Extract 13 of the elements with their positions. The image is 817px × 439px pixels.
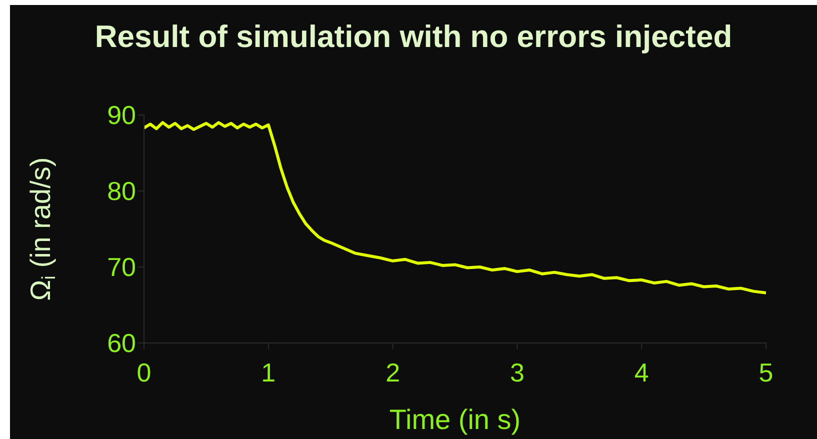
line-series <box>144 121 766 294</box>
y-tick-label: 60 <box>107 328 136 358</box>
x-tick-label: 3 <box>510 357 524 388</box>
x-tick-label: 5 <box>758 357 774 388</box>
x-tick-label: 4 <box>634 357 649 388</box>
chart-title: Result of simulation with no errors injected <box>94 19 734 55</box>
x-tick-label: 2 <box>386 357 400 388</box>
y-tick-label: 80 <box>107 176 136 206</box>
y-tick-label: 90 <box>107 100 136 130</box>
x-tick-label: 0 <box>136 357 152 388</box>
x-tick-label: 1 <box>261 357 276 388</box>
y-tick-label: 70 <box>107 252 136 282</box>
x-axis-title: Time (in s) <box>389 404 521 435</box>
